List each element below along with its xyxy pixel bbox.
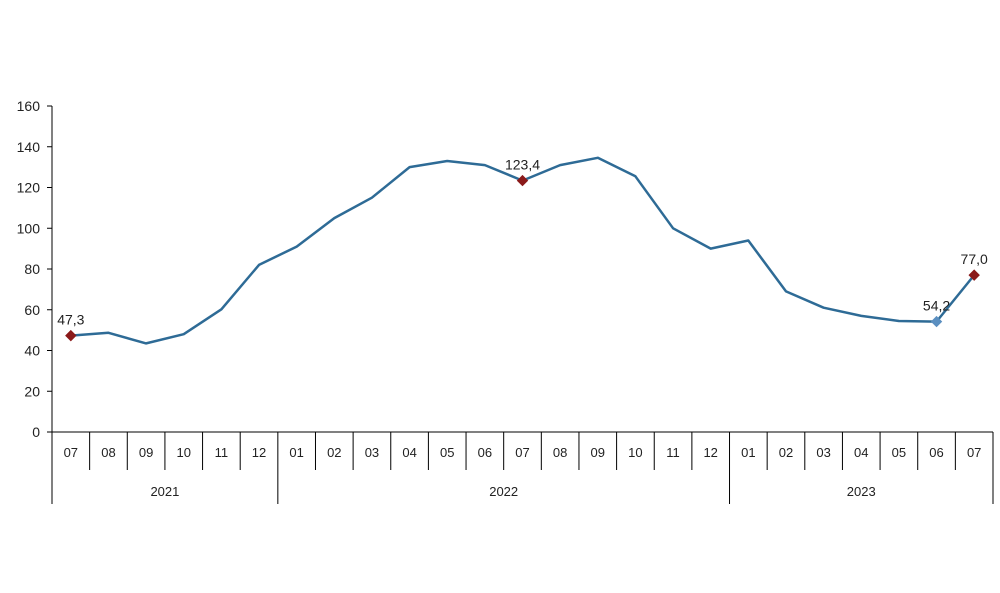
x-tick-label: 06 xyxy=(929,445,943,460)
y-tick-label: 0 xyxy=(32,424,40,440)
x-tick-label: 09 xyxy=(591,445,605,460)
x-tick-label: 02 xyxy=(779,445,793,460)
x-tick-label: 10 xyxy=(628,445,642,460)
data-label: 123,4 xyxy=(505,157,540,173)
year-label: 2023 xyxy=(847,484,876,499)
x-tick-label: 02 xyxy=(327,445,341,460)
x-tick-label: 01 xyxy=(289,445,303,460)
y-tick-label: 80 xyxy=(24,261,40,277)
x-tick-label: 01 xyxy=(741,445,755,460)
year-label: 2022 xyxy=(489,484,518,499)
x-tick-label: 09 xyxy=(139,445,153,460)
x-tick-label: 05 xyxy=(440,445,454,460)
y-tick-label: 100 xyxy=(17,220,41,236)
y-tick-label: 40 xyxy=(24,343,40,359)
y-tick-label: 120 xyxy=(17,180,41,196)
data-point-marker xyxy=(516,174,529,187)
x-tick-label: 08 xyxy=(101,445,115,460)
data-point-marker xyxy=(65,329,77,342)
x-tick-label: 04 xyxy=(854,445,868,460)
x-tick-label: 03 xyxy=(365,445,379,460)
x-tick-label: 12 xyxy=(703,445,717,460)
x-tick-label: 04 xyxy=(402,445,416,460)
x-tick-label: 07 xyxy=(515,445,529,460)
x-tick-label: 06 xyxy=(478,445,492,460)
y-tick-label: 160 xyxy=(17,98,41,114)
data-point-marker xyxy=(968,269,980,281)
x-tick-label: 10 xyxy=(177,445,191,460)
y-axis: 0 20 40 60 80 100 120 140 160 xyxy=(17,98,53,440)
y-tick-label: 20 xyxy=(24,383,40,399)
x-tick-label: 03 xyxy=(816,445,830,460)
data-point-marker xyxy=(930,315,943,328)
x-tick-label: 11 xyxy=(666,445,680,460)
year-label: 2021 xyxy=(150,484,179,499)
x-tick-label: 07 xyxy=(967,445,981,460)
data-label: 77,0 xyxy=(961,251,988,267)
x-tick-label: 07 xyxy=(64,445,78,460)
y-tick-label: 60 xyxy=(24,302,40,318)
x-tick-label: 11 xyxy=(215,445,229,460)
data-label: 54,2 xyxy=(923,298,950,314)
y-tick-label: 140 xyxy=(17,139,41,155)
x-axis: 07 08 09 10 11 12 01 02 03 04 05 06 07 08 09 10 11 12 01 02… xyxy=(51,431,994,504)
x-tick-label: 12 xyxy=(252,445,266,460)
data-labels: 47,3 123,4 54,2 77,0 xyxy=(57,157,988,342)
data-label: 47,3 xyxy=(57,312,84,328)
x-tick-label: 05 xyxy=(892,445,906,460)
x-tick-label: 08 xyxy=(553,445,567,460)
